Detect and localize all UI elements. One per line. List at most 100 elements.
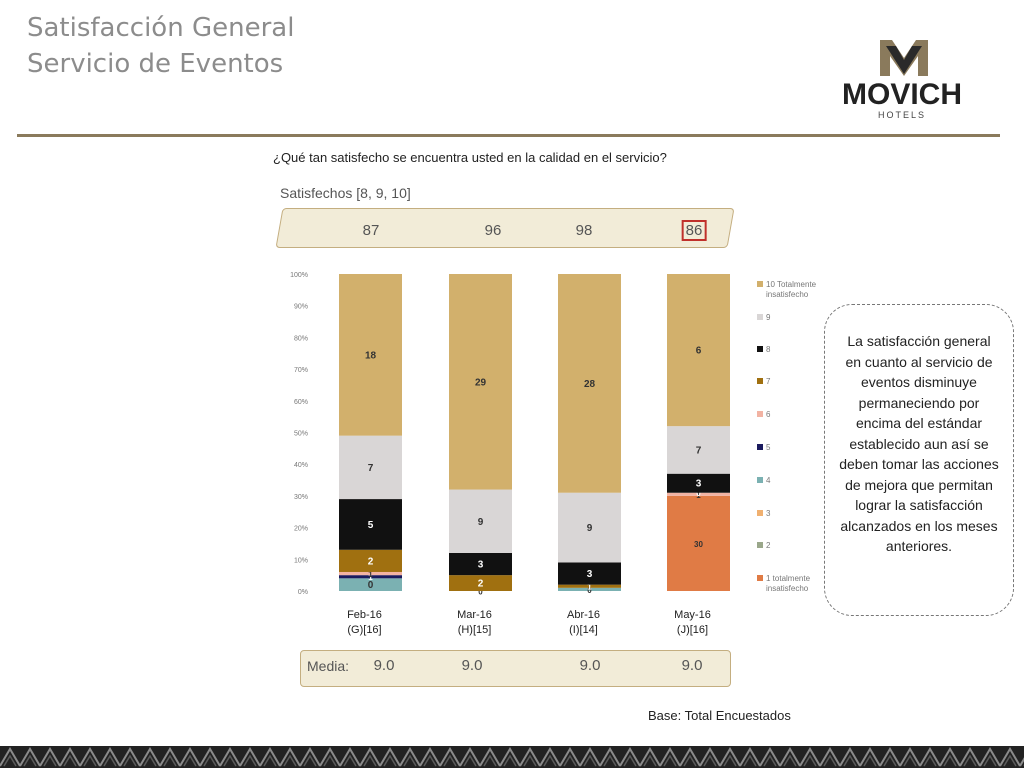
title-line-1: Satisfacción General xyxy=(27,13,295,43)
bar-segment xyxy=(558,492,621,563)
legend-item: 4 xyxy=(757,476,770,486)
header-divider xyxy=(17,134,1000,137)
satisfechos-value: 87 xyxy=(362,222,380,239)
legend-swatch xyxy=(757,444,763,450)
satisfechos-value-highlighted: 86 xyxy=(681,220,707,241)
survey-question: ¿Qué tan satisfecho se encuentra usted e… xyxy=(273,150,667,165)
satisfechos-value: 96 xyxy=(484,222,502,239)
bar-data-label: 2 xyxy=(478,579,484,590)
bar-data-label: 2 xyxy=(368,556,374,567)
bar-data-label: 3 xyxy=(587,569,593,580)
legend-item: 3 xyxy=(757,509,770,519)
bar-segment xyxy=(339,274,402,436)
legend-swatch xyxy=(757,575,763,581)
legend-swatch xyxy=(757,346,763,352)
y-tick-label: 90% xyxy=(294,304,308,311)
x-category-sublabel: (I)[14] xyxy=(569,624,598,636)
media-label: Media: xyxy=(307,658,350,674)
bar-data-label: 1 xyxy=(368,573,373,582)
x-category-label: Feb-16 xyxy=(347,609,382,621)
x-category-sublabel: (H)[15] xyxy=(458,624,492,636)
y-tick-label: 30% xyxy=(294,494,308,501)
bar-data-label: 7 xyxy=(368,463,374,474)
bar-segment xyxy=(667,495,730,591)
bar-data-label: 0 xyxy=(587,586,592,595)
bar-data-label: 1 xyxy=(587,583,592,592)
legend-item: 7 xyxy=(757,377,770,387)
y-tick-label: 10% xyxy=(294,557,308,564)
legend-label: 8 xyxy=(766,345,771,354)
legend-item: 10 Totalmente insatisfecho xyxy=(757,280,836,300)
bar-segment xyxy=(449,274,512,490)
bar-segment xyxy=(339,578,402,591)
bar-segment xyxy=(449,552,512,576)
legend-item: 9 xyxy=(757,313,770,323)
legend-label: 4 xyxy=(766,476,771,485)
bar-segment xyxy=(339,435,402,500)
legend-label: 1 totalmente insatisfecho xyxy=(766,574,811,593)
legend-label: 5 xyxy=(766,443,771,452)
bar-data-label: 1 xyxy=(696,491,701,500)
legend-label: 7 xyxy=(766,377,771,386)
bar-segment xyxy=(667,426,730,474)
legend-label: 9 xyxy=(766,313,771,322)
y-tick-label: 70% xyxy=(294,367,308,374)
bar-segment xyxy=(558,584,621,588)
bar-segment xyxy=(339,575,402,579)
bar-segment xyxy=(339,499,402,550)
legend-swatch xyxy=(757,477,763,483)
bar-data-label: 0 xyxy=(696,489,701,498)
logo-sub: HOTELS xyxy=(878,110,926,120)
bar-data-label: 29 xyxy=(475,377,487,388)
bar-data-label: 9 xyxy=(587,523,593,534)
legend-item: 5 xyxy=(757,443,770,453)
bar-segment xyxy=(667,473,730,493)
legend-label: 2 xyxy=(766,541,771,550)
bar-data-label: 18 xyxy=(365,350,377,361)
legend-item: 6 xyxy=(757,410,770,420)
legend-item: 8 xyxy=(757,345,770,355)
bar-segment xyxy=(558,274,621,493)
bar-data-label: 1 xyxy=(368,570,373,579)
page-title: Satisfacción General Servicio de Eventos xyxy=(27,10,294,82)
movich-logo: MOVICH HOTELS xyxy=(818,40,988,124)
x-category-label: Mar-16 xyxy=(457,609,492,621)
y-tick-label: 80% xyxy=(294,335,308,342)
bar-segment xyxy=(558,587,621,591)
bar-data-label: 28 xyxy=(584,379,596,390)
satisfechos-label: Satisfechos [8, 9, 10] xyxy=(280,185,411,201)
logo-name: MOVICH xyxy=(842,78,962,111)
media-value: 9.0 xyxy=(681,657,703,674)
bar-segment xyxy=(449,489,512,553)
media-value: 9.0 xyxy=(579,657,601,674)
insight-callout: La satisfacción general en cuanto al ser… xyxy=(824,304,1014,616)
y-tick-label: 0% xyxy=(298,589,308,596)
y-tick-label: 40% xyxy=(294,462,308,469)
bar-data-label: 9 xyxy=(478,517,484,528)
x-category-sublabel: (G)[16] xyxy=(347,624,381,636)
legend-swatch xyxy=(757,314,763,320)
legend-swatch xyxy=(757,411,763,417)
media-band xyxy=(300,650,731,687)
x-category-label: May-16 xyxy=(674,609,711,621)
legend-swatch xyxy=(757,378,763,384)
bar-data-label: 3 xyxy=(696,479,702,490)
footer-pattern xyxy=(0,746,1024,768)
media-value: 9.0 xyxy=(373,657,395,674)
bar-data-label: 6 xyxy=(696,346,702,357)
legend-swatch xyxy=(757,281,763,287)
bar-data-label: 0 xyxy=(368,580,374,591)
movich-m-icon: MOVICH HOTELS xyxy=(842,40,962,120)
legend-item: 1 totalmente insatisfecho xyxy=(757,574,828,594)
bar-segment xyxy=(339,549,402,572)
satisfechos-value: 98 xyxy=(575,222,593,239)
legend-swatch xyxy=(757,542,763,548)
bar-data-label: 30 xyxy=(694,540,703,549)
title-line-2: Servicio de Eventos xyxy=(27,49,284,79)
y-tick-label: 100% xyxy=(290,272,308,279)
y-tick-label: 60% xyxy=(294,399,308,406)
bar-segment xyxy=(667,274,730,427)
legend-item: 2 xyxy=(757,541,770,551)
legend-swatch xyxy=(757,510,763,516)
